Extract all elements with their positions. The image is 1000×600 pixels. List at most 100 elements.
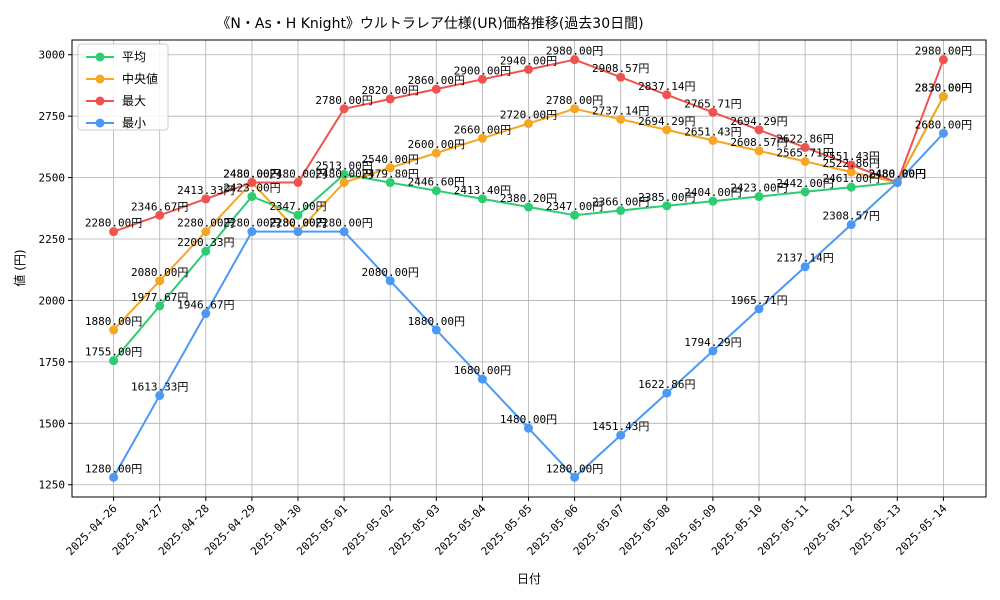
data-point [708,346,718,356]
series-group [109,55,948,482]
data-point [155,390,165,400]
grid [72,40,986,497]
data-label: 2280.00円 [269,217,326,230]
y-tick-label: 1750 [39,356,66,369]
legend-box [77,43,169,131]
data-label: 2280.00円 [269,217,326,230]
data-point [385,178,395,188]
data-label: 2480.00円 [269,168,326,181]
data-point [201,246,211,256]
legend-swatch-marker [95,74,105,84]
data-point [247,227,257,237]
data-label: 1965.71円 [730,294,787,307]
data-label: 2280.00円 [223,217,280,230]
data-point [570,472,580,482]
data-point [155,301,165,311]
legend-label: 最小 [122,116,146,130]
data-label: 2479.80円 [362,168,419,181]
data-label: 2680.00円 [915,118,972,131]
data-label: 2608.57円 [730,136,787,149]
data-point [662,201,672,211]
data-label: 2080.00円 [362,266,419,279]
data-label: 2765.71円 [684,97,741,110]
data-label: 2413.33円 [177,184,234,197]
data-label: 2480.00円 [869,168,926,181]
data-label: 2366.00円 [592,196,649,209]
y-tick-label: 2750 [39,110,66,123]
data-label: 2980.00円 [546,45,603,58]
data-point [109,472,119,482]
data-point [293,227,303,237]
data-label: 2480.00円 [869,168,926,181]
data-label: 2404.00円 [684,186,741,199]
data-label: 2980.00円 [915,45,972,58]
data-label: 2347.00円 [269,200,326,213]
data-label: 2600.00円 [408,138,465,151]
data-point [524,202,533,212]
data-point [800,187,810,197]
data-point [616,72,626,82]
data-label: 2385.00円 [638,191,695,204]
data-label: 1280.00円 [85,462,142,475]
data-label: 1946.67円 [177,299,234,312]
data-point [477,133,487,143]
data-label: 2080.00円 [131,266,188,279]
data-point [431,186,441,196]
data-point [339,169,349,179]
data-point [938,128,948,138]
data-label: 2446.60円 [408,176,465,189]
data-point [708,196,718,206]
y-axis-label: 値 (円) [12,249,27,286]
data-label: 2380.20円 [500,192,557,205]
data-label: 2280.00円 [85,217,142,230]
data-label: 2940.00円 [500,54,557,67]
data-label: 1451.43円 [592,420,649,433]
data-point [385,94,395,104]
data-label: 2780.00円 [315,94,372,107]
data-label: 1880.00円 [408,315,465,328]
data-point [109,227,119,237]
data-point [570,104,580,114]
data-point [938,55,948,65]
data-point [616,430,626,440]
data-point [846,182,856,192]
data-point [477,74,487,84]
data-label: 2347.00円 [546,200,603,213]
data-point [201,309,211,319]
data-label: 2280.00円 [177,217,234,230]
data-label: 2830.00円 [915,82,972,95]
data-point [109,325,119,335]
data-point [570,55,580,65]
data-point [938,92,948,102]
data-point [155,276,165,286]
data-point [754,304,764,314]
data-label: 2413.40円 [454,184,511,197]
data-label: 1680.00円 [454,364,511,377]
legend-label: 最大 [122,94,146,108]
data-point [201,194,211,204]
x-axis-label: 日付 [517,572,541,586]
data-label: 2565.71円 [776,146,833,159]
legend-label: 中央値 [122,71,158,86]
y-tick-label: 2000 [39,294,66,307]
data-label: 2423.00円 [730,182,787,195]
data-label: 2860.00円 [408,74,465,87]
data-point [662,90,672,100]
data-point [800,262,810,272]
data-label: 2200.33円 [177,236,234,249]
data-label: 2551.43円 [823,150,880,163]
data-point [339,227,349,237]
data-label: 2308.57円 [823,210,880,223]
data-point [708,135,718,145]
data-point [800,156,810,166]
data-label: 2522.86円 [823,157,880,170]
data-point [431,325,441,335]
data-labels: 1755.00円 1977.67円 2200.33円 2423.00円 2347.00円… [85,45,972,476]
data-label: 2442.00円 [776,177,833,190]
data-label: 2480.00円 [869,168,926,181]
data-point [800,142,810,152]
data-label: 2137.14円 [776,252,833,265]
data-point [293,178,303,188]
data-label: 2480.00円 [315,168,372,181]
data-point [477,194,487,204]
